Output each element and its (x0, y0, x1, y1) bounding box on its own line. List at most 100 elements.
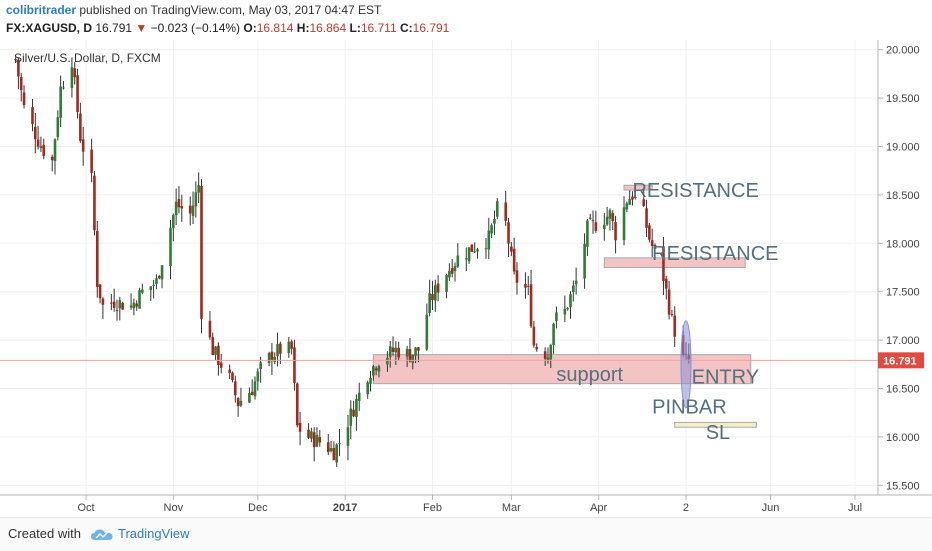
candle-down (507, 222, 510, 244)
candle-down (135, 303, 139, 307)
candle-up (357, 392, 361, 401)
candle-down (450, 268, 454, 274)
annotation-entry: ENTRY (692, 367, 759, 389)
time-tick-label: Feb (423, 502, 442, 514)
candle-up (526, 285, 530, 287)
published-text: published on TradingView.com, May 03, 20… (79, 3, 382, 17)
zone-stop-loss (674, 421, 757, 428)
candle-up (369, 378, 372, 384)
candle-down (17, 59, 20, 77)
candle-down (290, 341, 293, 349)
price-tick-label: 15.500 (886, 480, 920, 492)
candle-up (372, 366, 375, 376)
candle-down (512, 248, 516, 272)
annotation-support: support (556, 364, 623, 386)
close-label: C: (399, 21, 413, 35)
candle-down (543, 351, 547, 359)
candle-down (631, 196, 634, 200)
candle-down (19, 77, 23, 91)
candle-up (484, 248, 488, 250)
candle-down (417, 347, 420, 351)
candle-down (217, 345, 220, 365)
close-value: 16.791 (412, 21, 450, 35)
last-price-badge: 16.791 (878, 352, 924, 369)
candle-up (490, 225, 493, 234)
candle-up (605, 216, 609, 225)
candle-up (428, 293, 431, 313)
candle-up (346, 427, 350, 446)
candle-down (653, 244, 657, 249)
annotations: RESISTANCE RESISTANCE support ENTRY PINBAR SL (556, 180, 778, 444)
candle-down (295, 383, 299, 426)
candle-up (586, 220, 589, 247)
high-label: H: (296, 21, 310, 35)
candle-up (160, 265, 164, 280)
candle-up (152, 284, 155, 286)
candle-down (436, 283, 440, 293)
candle-up (572, 285, 575, 292)
candle-up (633, 196, 637, 198)
candle-down (79, 113, 82, 141)
candle-down (98, 284, 102, 299)
time-tick-label: Apr (590, 502, 607, 514)
candle-down (532, 326, 536, 346)
candle-up (566, 308, 569, 310)
candle-down (352, 409, 355, 417)
candle-down (76, 75, 79, 113)
axes (0, 40, 932, 496)
candle-down (236, 397, 240, 406)
candle-up (625, 203, 629, 210)
candle-down (318, 437, 322, 443)
candle-down (219, 362, 223, 368)
candle-down (664, 278, 668, 289)
price-tick-label: 19.000 (886, 141, 920, 153)
candle-down (391, 347, 395, 353)
candle-down (504, 202, 508, 221)
candle-down (529, 284, 533, 327)
price-chart[interactable]: 20.000 19.500 19.000 18.500 18.000 17.500 17.0… (0, 40, 932, 520)
time-tick-label: 2 (683, 502, 689, 514)
time-tick-label: Dec (248, 502, 268, 514)
price-tick-label: 16.000 (886, 432, 920, 444)
candle-up (129, 305, 133, 308)
candle-down (39, 146, 43, 148)
last-price-badge-bg (878, 352, 924, 369)
created-with-label: Created with (8, 526, 81, 541)
time-tick-label: Nov (164, 502, 184, 514)
candle-up (473, 251, 477, 253)
candles (0, 57, 878, 467)
candle-down (642, 199, 646, 207)
candle-up (388, 346, 392, 357)
candle-down (470, 244, 474, 252)
candle-up (549, 345, 553, 360)
annotation-resistance: RESISTANCE (632, 180, 758, 202)
candle-up (169, 227, 172, 267)
candle-up (338, 442, 341, 444)
annotation-resistance: RESISTANCE (652, 243, 778, 265)
candle-down (233, 381, 237, 396)
price-axis[interactable]: 20.000 19.500 19.000 18.500 18.000 17.500 17.0… (878, 45, 920, 493)
candle-up (287, 341, 291, 354)
candle-up (132, 302, 136, 309)
candle-up (366, 382, 369, 395)
price-tick-label: 19.500 (886, 93, 920, 105)
symbol-label: FX:XAGUSD, D (6, 21, 93, 35)
candle-down (180, 206, 184, 209)
tradingview-link[interactable]: TradingView (118, 526, 190, 541)
footer: Created with TradingView (0, 517, 932, 551)
last-price: 16.791 (95, 21, 133, 35)
candle-down (408, 349, 412, 362)
candle-up (141, 289, 144, 293)
candle-down (22, 92, 26, 106)
candle-down (591, 220, 595, 222)
candle-down (645, 208, 648, 228)
candle-up (552, 323, 555, 346)
candle-up (622, 207, 626, 241)
price-tick-label: 18.500 (886, 190, 920, 202)
annotation-pinbar: PINBAR (652, 397, 726, 419)
candle-up (445, 275, 448, 292)
low-label: L: (349, 21, 361, 35)
time-axis[interactable]: Oct Nov Dec 2017 Feb Mar Apr 2 Jun Jul (77, 495, 862, 514)
author-link[interactable]: colibritrader (6, 3, 77, 17)
candle-up (191, 205, 195, 216)
